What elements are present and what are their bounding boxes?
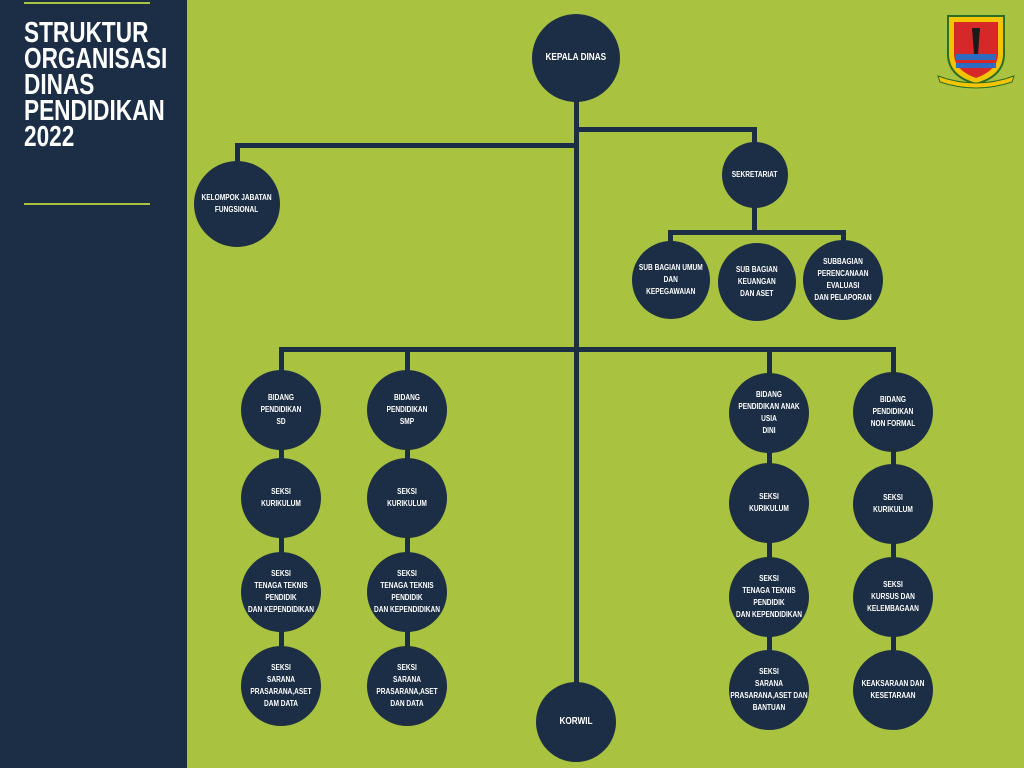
node-label: KEAKSARAAN DAN KESETARAAN (861, 679, 925, 700)
node-label: KORWIL (559, 716, 593, 727)
sidebar: STRUKTUR ORGANISASI DINAS PENDIDIKAN 202… (0, 0, 187, 768)
connector-line (235, 143, 240, 168)
node-nonformal-3: KEAKSARAAN DAN KESETARAAN (853, 650, 933, 730)
divider (24, 2, 150, 4)
connector-line (752, 127, 757, 147)
node-sub-bagian-umum: SUB BAGIAN UMUM DAN KEPEGAWAIAN (632, 241, 710, 319)
node-label: BIDANG PENDIDIKAN ANAK USIA DINI (738, 390, 800, 435)
regency-emblem-icon (937, 15, 1015, 89)
node-sekretariat: SEKRETARIAT (722, 142, 788, 208)
node-label: SUBBAGIAN PERENCANAAN EVALUASI DAN PELAP… (814, 257, 872, 302)
node-paud-2: SEKSI TENAGA TEKNIS PENDIDIK DAN KEPENDI… (729, 557, 809, 637)
node-sd-1: SEKSI KURIKULUM (241, 458, 321, 538)
connector-line (235, 143, 579, 148)
node-label: SEKSI TENAGA TEKNIS PENDIDIK DAN KEPENDI… (374, 569, 440, 614)
node-label: SEKSI SARANA PRASARANA,ASET DAM DATA (250, 663, 312, 708)
node-paud-1: SEKSI KURIKULUM (729, 463, 809, 543)
node-label: SEKSI KURIKULUM (261, 487, 301, 508)
node-label: SUB BAGIAN UMUM DAN KEPEGAWAIAN (639, 263, 703, 296)
connector-line (841, 230, 846, 245)
node-label: SEKSI SARANA PRASARANA,ASET DAN BANTUAN (730, 667, 808, 712)
node-label: KEPALA DINAS (545, 52, 607, 63)
connector-line (668, 230, 846, 235)
node-label: SUB BAGIAN KEUANGAN DAN ASET (736, 265, 778, 298)
node-label: SEKSI KURIKULUM (873, 493, 913, 514)
node-smp-3: SEKSI SARANA PRASARANA,ASET DAN DATA (367, 646, 447, 726)
node-label: SEKSI KURSUS DAN KELEMBAGAAN (867, 580, 919, 613)
node-nonformal-0: BIDANG PENDIDIKAN NON FORMAL (853, 372, 933, 452)
node-sub-bagian-keuangan: SUB BAGIAN KEUANGAN DAN ASET (718, 243, 796, 321)
node-label: BIDANG PENDIDIKAN SMP (386, 393, 428, 426)
node-label: BIDANG PENDIDIKAN NON FORMAL (870, 395, 916, 428)
connector-line (279, 347, 895, 352)
node-smp-0: BIDANG PENDIDIKAN SMP (367, 370, 447, 450)
node-label: SEKSI KURIKULUM (749, 492, 789, 513)
node-label: SEKSI SARANA PRASARANA,ASET DAN DATA (376, 663, 438, 708)
node-smp-1: SEKSI KURIKULUM (367, 458, 447, 538)
connector-line (574, 95, 579, 695)
connector-line (668, 230, 673, 245)
divider (24, 203, 150, 205)
node-label: SEKSI TENAGA TEKNIS PENDIDIK DAN KEPENDI… (736, 574, 802, 619)
node-smp-2: SEKSI TENAGA TEKNIS PENDIDIK DAN KEPENDI… (367, 552, 447, 632)
node-kelompok-jabatan-fungsional: KELOMPOK JABATAN FUNGSIONAL (194, 161, 280, 247)
connector-line (574, 127, 757, 132)
node-sd-3: SEKSI SARANA PRASARANA,ASET DAM DATA (241, 646, 321, 726)
node-sd-0: BIDANG PENDIDIKAN SD (241, 370, 321, 450)
node-label: BIDANG PENDIDIKAN SD (260, 393, 302, 426)
node-kepala-dinas: KEPALA DINAS (532, 14, 620, 102)
node-subbagian-perencanaan: SUBBAGIAN PERENCANAAN EVALUASI DAN PELAP… (803, 240, 883, 320)
node-label: SEKRETARIAT (732, 170, 778, 179)
node-label: KELOMPOK JABATAN FUNGSIONAL (201, 193, 273, 214)
node-paud-0: BIDANG PENDIDIKAN ANAK USIA DINI (729, 373, 809, 453)
node-sd-2: SEKSI TENAGA TEKNIS PENDIDIK DAN KEPENDI… (241, 552, 321, 632)
node-korwil: KORWIL (536, 682, 616, 762)
node-label: SEKSI TENAGA TEKNIS PENDIDIK DAN KEPENDI… (248, 569, 314, 614)
page-title: STRUKTUR ORGANISASI DINAS PENDIDIKAN 202… (24, 17, 168, 153)
node-paud-3: SEKSI SARANA PRASARANA,ASET DAN BANTUAN (729, 650, 809, 730)
node-label: SEKSI KURIKULUM (387, 487, 427, 508)
connector-line (752, 200, 757, 233)
node-nonformal-2: SEKSI KURSUS DAN KELEMBAGAAN (853, 557, 933, 637)
node-nonformal-1: SEKSI KURIKULUM (853, 464, 933, 544)
